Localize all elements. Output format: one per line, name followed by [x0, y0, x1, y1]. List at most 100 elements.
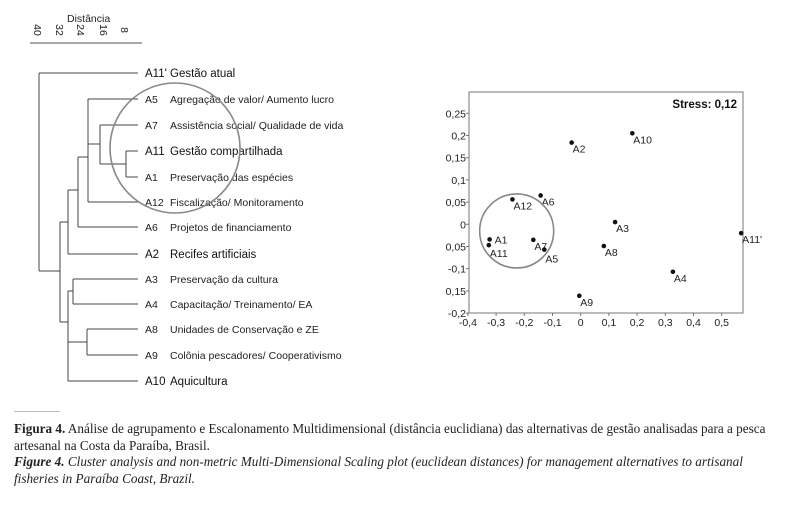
point-label: A12 [513, 200, 532, 212]
data-point: A6 [538, 193, 555, 208]
leaf-label: Projetos de financiamento [170, 222, 292, 234]
y-tick-label: 0,15 [446, 286, 467, 298]
leaf-label: Unidades de Conservação e ZE [170, 324, 319, 336]
dendrogram-tick-label: 40 [31, 24, 43, 36]
leaf-label: Gestão atual [170, 68, 235, 80]
dendrogram-leaf: A10 Aquicultura [145, 376, 228, 388]
y-tick-label: 0,15 [446, 153, 467, 165]
dendrogram-leaf: A9 Colônia pescadores/ Cooperativismo [145, 350, 342, 362]
dendrogram-tick-label: 16 [97, 24, 109, 36]
y-tick-label: -0,1 [448, 264, 466, 276]
dendrogram-leaf: A3 Preservação da cultura [145, 274, 278, 286]
point-label: A9 [580, 297, 593, 309]
y-tick-label: 0,05 [446, 242, 467, 254]
point-label: A4 [674, 273, 687, 285]
leaf-code: A1 [145, 172, 158, 184]
point-marker [576, 293, 582, 299]
dendrogram-tick-label: 32 [53, 24, 65, 36]
dendrogram-leaf: A8 Unidades de Conservação e ZE [145, 324, 319, 336]
leaf-label: Preservação da cultura [170, 274, 278, 286]
point-marker [630, 130, 635, 136]
leaf-code: A7 [145, 120, 158, 132]
x-tick-label: -0,1 [543, 317, 561, 329]
data-point: A4 [670, 269, 687, 285]
point-marker [601, 243, 607, 249]
leaf-label: Recifes artificiais [170, 249, 257, 261]
leaf-code: A12 [145, 197, 164, 209]
point-label: A5 [545, 254, 558, 266]
point-marker [531, 237, 536, 243]
dendrogram-highlight-circle [109, 82, 241, 214]
dendrogram-leaf: A1 Preservação das espécies [145, 172, 293, 184]
point-label: A3 [616, 223, 629, 235]
point-marker [670, 269, 676, 275]
point-label: A11 [490, 248, 508, 260]
caption-english: Figure 4. Cluster analysis and non-metri… [14, 454, 789, 487]
caption-en-label: Figure 4. [14, 454, 65, 469]
y-tick-label: -0,2 [448, 308, 466, 320]
data-point: A11' [738, 230, 762, 246]
point-marker [487, 237, 492, 242]
point-label: A10 [633, 134, 652, 146]
y-tick-label: 0,05 [446, 197, 467, 209]
x-tick-label: 0,3 [658, 317, 673, 329]
leaf-code: A11 [145, 146, 165, 158]
x-tick-label: 0 [578, 317, 584, 329]
leaf-label: Fiscalização/ Monitoramento [170, 197, 304, 209]
caption-portuguese: Figura 4. Análise de agrupamento e Escal… [14, 421, 789, 454]
point-label: A6 [542, 196, 555, 208]
point-marker [612, 219, 618, 225]
point-label: A1 [495, 234, 508, 246]
point-label: A11' [742, 234, 762, 246]
x-tick-label: 0,4 [686, 317, 701, 329]
point-marker [569, 140, 574, 145]
data-point: A2 [569, 140, 586, 156]
x-tick-label: -0,4 [459, 317, 477, 329]
data-point: A1 [487, 234, 508, 246]
dendrogram-leaf: A7 Assistência social/ Qualidade de vida [145, 120, 344, 132]
leaf-label: Preservação das espécies [170, 172, 293, 184]
x-tick-label: 0,2 [630, 317, 645, 329]
point-marker [538, 193, 543, 198]
dendrogram-leaf: A6 Projetos de financiamento [145, 222, 292, 234]
leaf-label: Colônia pescadores/ Cooperativismo [170, 350, 342, 362]
leaf-label: Capacitação/ Treinamento/ EA [170, 299, 312, 311]
dendrogram-axis-title: Distância [67, 13, 110, 25]
dendrogram-tick-label: 24 [74, 24, 86, 36]
dendrogram-leaf: A11 Gestão compartilhada [145, 146, 283, 158]
leaf-code: A4 [145, 299, 158, 311]
point-marker [738, 230, 744, 236]
caption-en-text: Cluster analysis and non-metric Multi-Di… [14, 454, 743, 486]
dendrogram-tick-label: 8 [118, 27, 130, 33]
point-label: A8 [605, 247, 618, 259]
x-tick-label: -0,2 [515, 317, 533, 329]
dendrogram-leaf: A5 Agregação de valor/ Aumento lucro [145, 94, 334, 106]
data-point: A5 [542, 247, 558, 266]
leaf-code: A9 [145, 350, 158, 362]
leaf-label: Gestão compartilhada [170, 146, 283, 158]
dendrogram-leaf: A4 Capacitação/ Treinamento/ EA [145, 299, 312, 311]
y-tick-label: 0 [460, 219, 466, 231]
leaf-code: A6 [145, 222, 158, 234]
leaf-label: Aquicultura [170, 376, 228, 388]
dendrogram: Distância 40 32 24 16 8 A11' Gestão atual A5 Ag… [30, 13, 344, 388]
leaf-code: A10 [145, 376, 165, 388]
figure-caption: Figura 4. Análise de agrupamento e Escal… [14, 421, 789, 487]
mds-scatter-plot: Stress: 0,12 -0,4 -0,3 -0,2 -0,1 0 0,1 0,2 0,3 0… [446, 91, 762, 329]
data-point: A8 [601, 243, 618, 259]
caption-pt-label: Figura 4. [14, 421, 66, 436]
leaf-code: A5 [145, 94, 158, 106]
x-tick-label: 0,5 [714, 317, 729, 329]
data-point: A11 [486, 242, 508, 260]
dendrogram-leaf: A11' Gestão atual [145, 68, 235, 80]
dendrogram-leaf: A2 Recifes artificiais [145, 249, 257, 261]
y-tick-label: 0,1 [451, 175, 466, 187]
data-point: A10 [630, 130, 652, 146]
leaf-label: Assistência social/ Qualidade de vida [170, 120, 344, 132]
point-label: A2 [573, 144, 586, 156]
y-tick-label: 0,25 [446, 108, 467, 120]
leaf-label: Agregação de valor/ Aumento lucro [170, 94, 334, 106]
x-tick-label: 0,1 [602, 317, 617, 329]
leaf-code: A8 [145, 324, 158, 336]
